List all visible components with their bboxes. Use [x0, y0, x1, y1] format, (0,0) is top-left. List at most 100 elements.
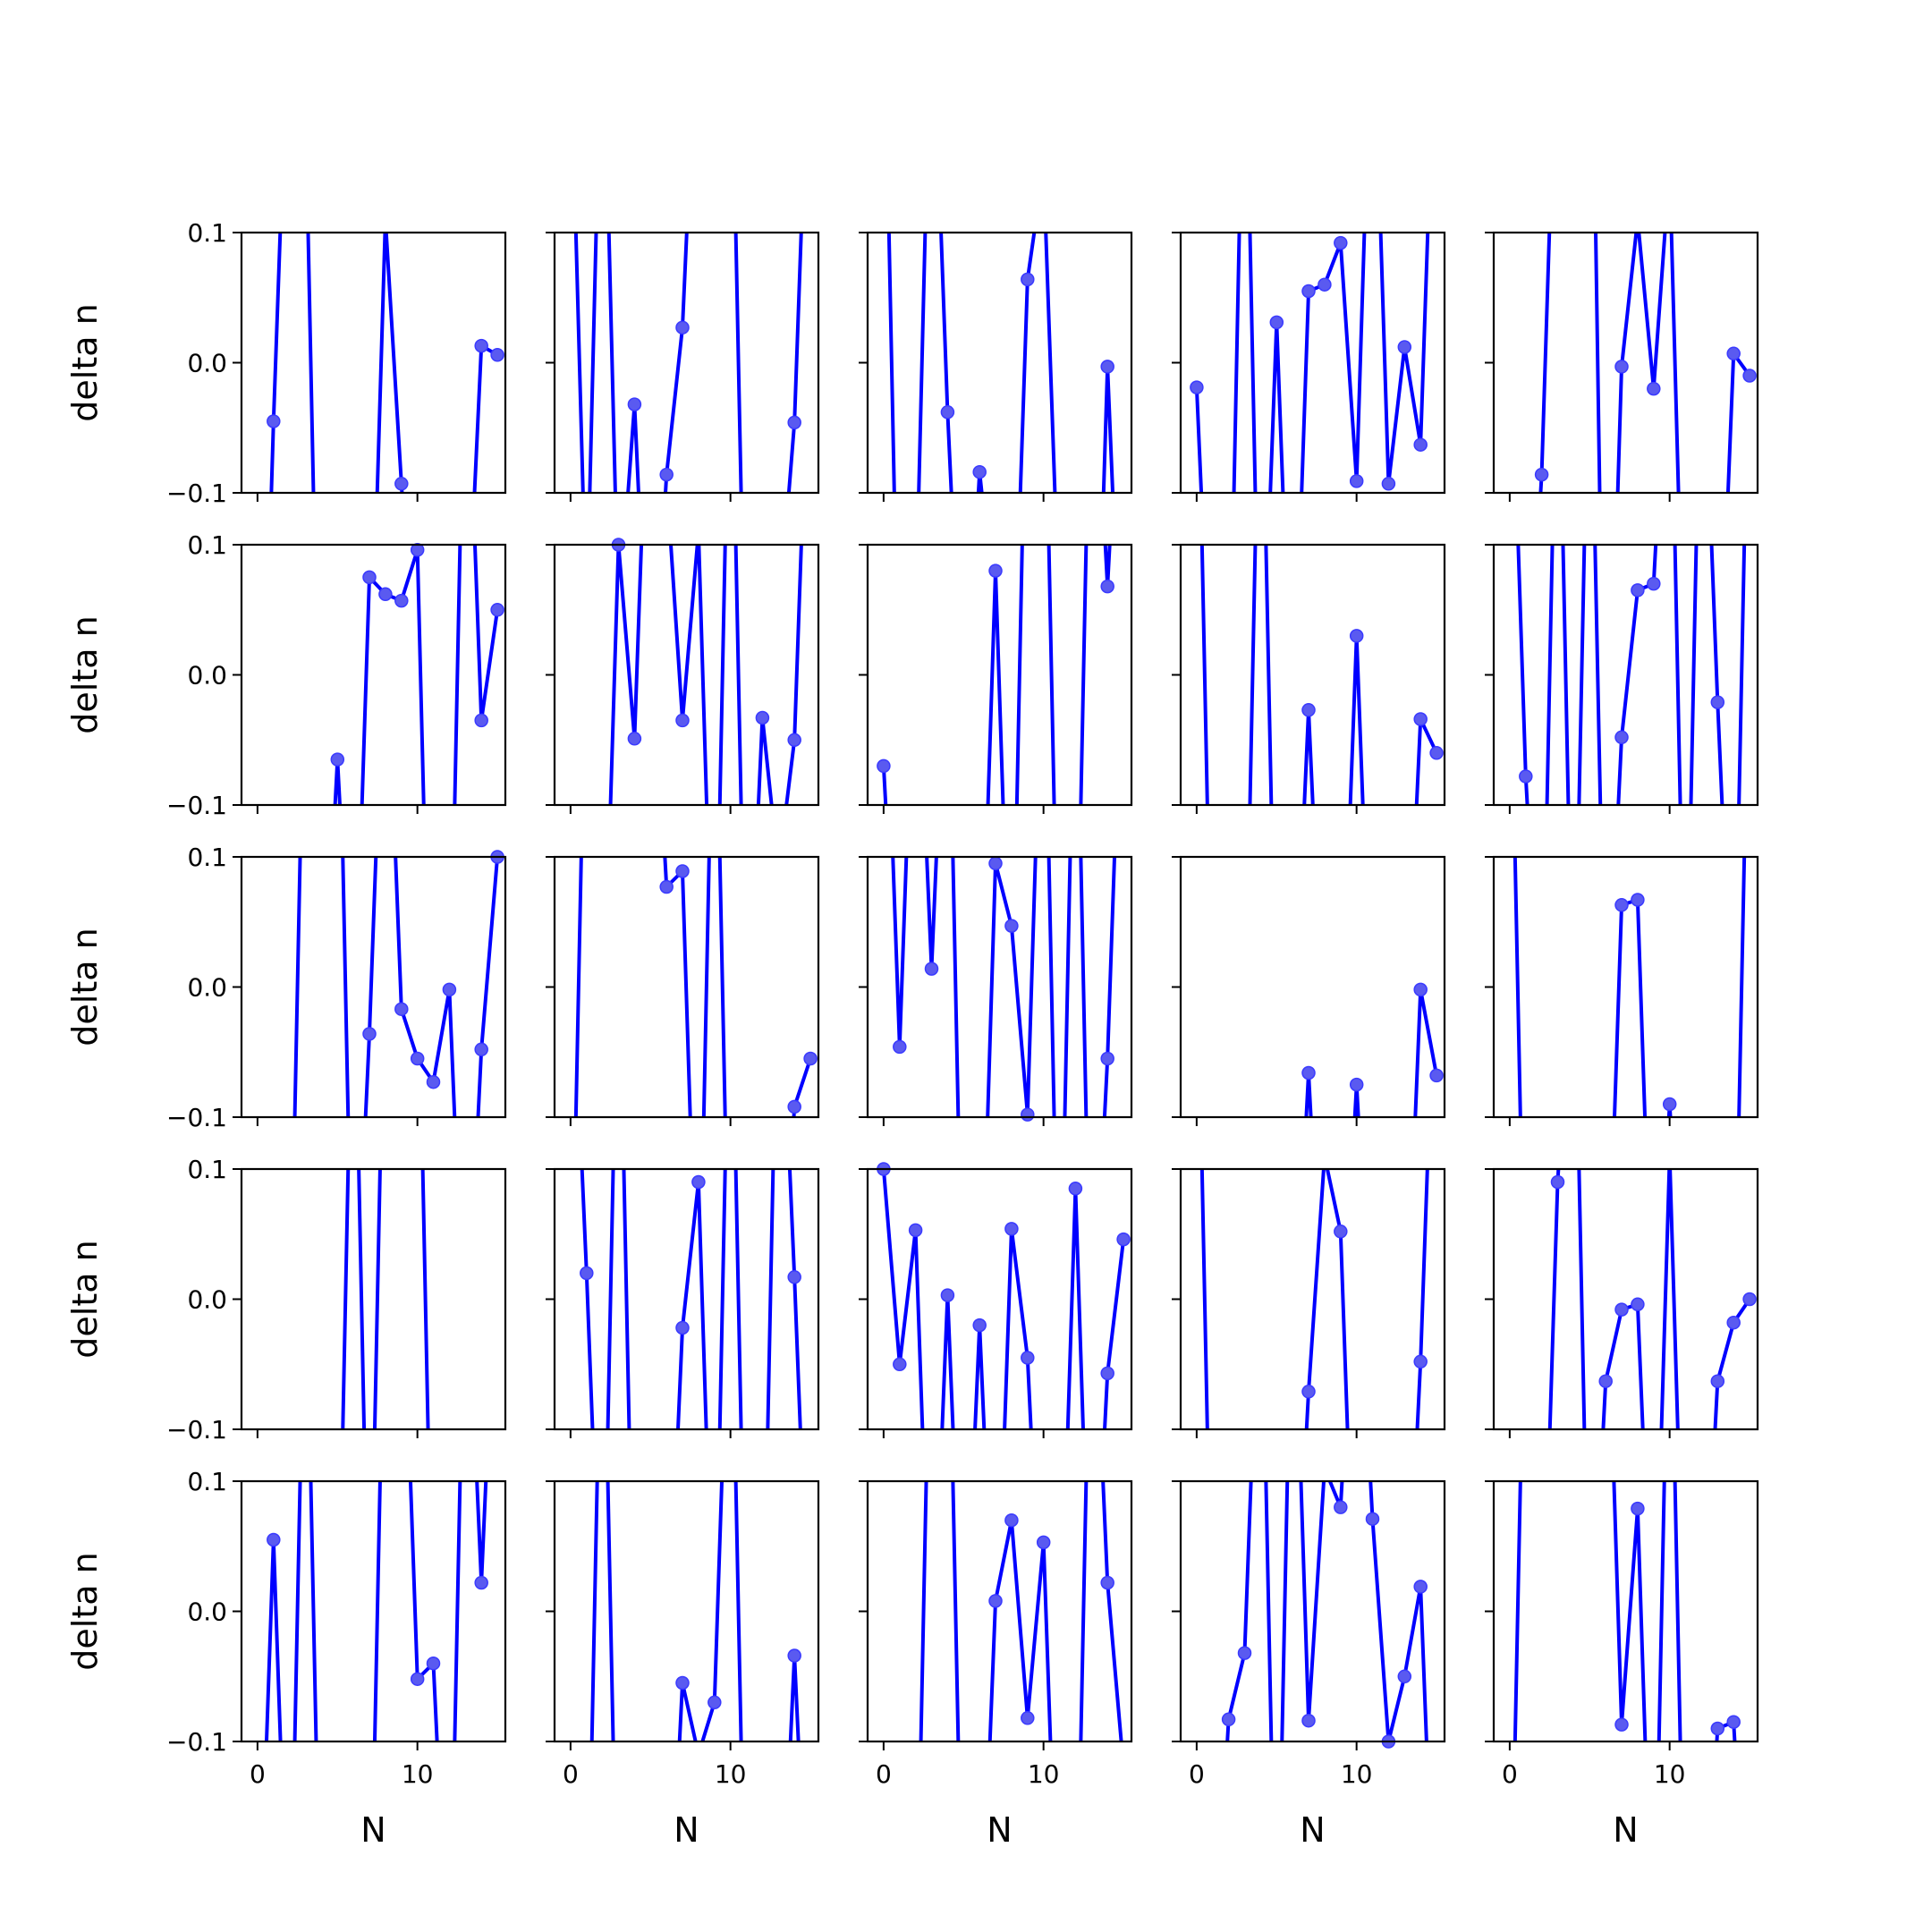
data-point — [1710, 1374, 1725, 1388]
series-line — [589, 1481, 801, 1741]
data-point — [803, 1051, 818, 1066]
data-point — [426, 1074, 441, 1089]
data-point — [1100, 1575, 1114, 1590]
data-point — [877, 758, 891, 774]
series-line — [919, 1481, 1123, 1741]
series-line — [891, 857, 1117, 1117]
data-point — [1100, 579, 1114, 594]
subplot-r3-c5 — [1485, 855, 1759, 1126]
subplot-r5-c2: 0 10 N — [546, 1479, 820, 1850]
series-line — [886, 233, 1115, 493]
data-point — [362, 1027, 377, 1041]
data-point — [1068, 1182, 1083, 1196]
subplot-r1-c1: −0.1 0.0 0.1 delta n — [65, 218, 507, 508]
subplot-r1-c2 — [546, 231, 820, 502]
data-point — [972, 464, 987, 479]
data-point — [1397, 340, 1412, 354]
subplot-r2-c1: −0.1 0.0 0.1 delta n — [65, 530, 507, 820]
data-point — [267, 1532, 281, 1547]
series-line — [573, 233, 803, 493]
data-point — [1534, 467, 1549, 482]
x-axis-label: N — [674, 1810, 699, 1850]
data-point — [1349, 474, 1364, 488]
data-point — [1349, 629, 1364, 643]
data-point — [1726, 346, 1741, 361]
data-point — [1334, 1500, 1348, 1514]
axes-frame — [240, 1479, 507, 1743]
data-point — [1647, 381, 1661, 396]
data-point — [474, 713, 488, 728]
x-tick-label: 10 — [715, 1759, 747, 1789]
data-point — [893, 1039, 907, 1055]
series-line — [333, 545, 500, 805]
data-point — [442, 982, 457, 997]
y-tick-label: 0.0 — [187, 973, 227, 1003]
data-point — [1614, 730, 1629, 745]
data-point — [1365, 1512, 1380, 1526]
data-point — [474, 338, 488, 353]
data-point — [1301, 1385, 1316, 1399]
data-point — [787, 415, 801, 430]
data-point — [1413, 1580, 1428, 1594]
subplot-r2-c3 — [859, 543, 1133, 814]
axes-frame — [240, 231, 507, 495]
data-point — [474, 1042, 488, 1057]
series-line — [1199, 545, 1438, 805]
data-point — [908, 1223, 923, 1238]
data-point — [410, 1672, 425, 1686]
data-point — [1598, 1374, 1613, 1388]
data-point — [1269, 315, 1284, 330]
data-point — [410, 543, 425, 557]
x-tick-label: 0 — [250, 1759, 266, 1789]
data-point — [787, 1099, 801, 1114]
data-point — [988, 564, 1003, 578]
x-axis-label: N — [360, 1810, 386, 1850]
data-point — [787, 733, 801, 748]
data-point — [1301, 1713, 1316, 1728]
subplot-r1-c4 — [1172, 231, 1446, 502]
subplot-r1-c5 — [1485, 231, 1759, 502]
data-point — [1710, 695, 1725, 709]
data-point — [378, 587, 393, 602]
subplot-r5-c5: 0 10 N — [1485, 1479, 1759, 1850]
subplot-r4-c4 — [1172, 1167, 1446, 1438]
data-point — [394, 593, 409, 608]
subplot-r4-c5 — [1485, 1167, 1759, 1438]
subplot-r4-c1: −0.1 0.0 0.1 delta n — [65, 1155, 507, 1445]
subplot-r3-c1: −0.1 0.0 0.1 delta n — [65, 843, 507, 1132]
series-line — [341, 1169, 430, 1429]
data-point — [1614, 898, 1629, 912]
data-point — [1631, 893, 1645, 907]
data-point — [1631, 583, 1645, 597]
x-tick-label: 0 — [1189, 1759, 1205, 1789]
data-point — [1726, 1315, 1741, 1330]
data-point — [627, 397, 642, 411]
x-tick-label: 0 — [563, 1759, 579, 1789]
data-point — [1237, 1646, 1252, 1660]
y-tick-label: 0.1 — [187, 1467, 227, 1496]
y-tick-label: −0.1 — [166, 1103, 227, 1132]
data-point — [893, 1357, 907, 1372]
subplot-r4-c2 — [546, 1167, 820, 1438]
data-point — [940, 1288, 955, 1302]
data-point — [1021, 1711, 1035, 1725]
series-line — [292, 857, 500, 1117]
data-point — [1614, 360, 1629, 374]
data-point — [1397, 1669, 1412, 1684]
y-tick-label: 0.0 — [187, 1285, 227, 1315]
data-point — [1429, 1068, 1444, 1083]
series-line — [608, 545, 803, 805]
data-point — [1349, 1077, 1364, 1092]
data-point — [490, 348, 504, 362]
data-point — [1334, 235, 1348, 250]
x-tick-label: 10 — [402, 1759, 434, 1789]
subplot-r3-c4 — [1172, 855, 1446, 1126]
data-point — [924, 962, 939, 976]
series-line — [264, 1481, 488, 1741]
subplot-r5-c3: 0 10 N — [859, 1479, 1133, 1850]
subplot-r5-c4: 0 10 N — [1172, 1479, 1446, 1850]
series-line — [1199, 1169, 1429, 1429]
data-point — [1100, 360, 1114, 374]
subplot-r3-c2 — [546, 855, 820, 1126]
